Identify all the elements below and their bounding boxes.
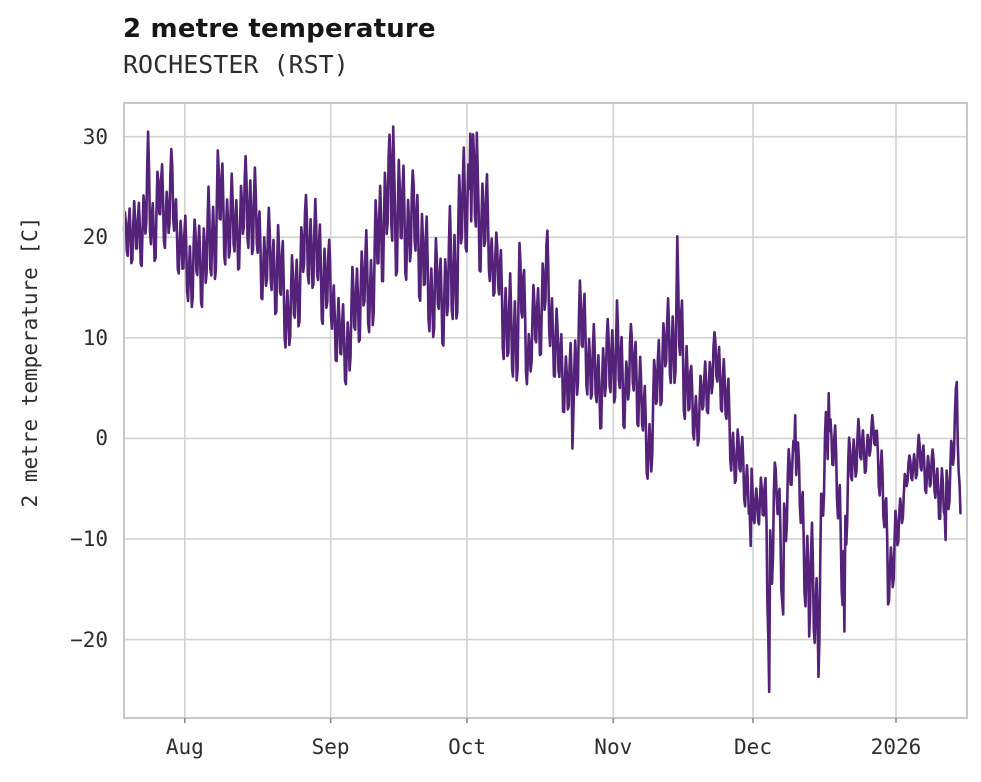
plot-border	[123, 102, 968, 719]
y-tick-label: 0	[95, 426, 108, 451]
temperature-line	[122, 125, 962, 694]
y-tick-label: 10	[82, 325, 108, 350]
x-tick-label: 2026	[870, 735, 922, 759]
y-tick-label: 30	[82, 124, 108, 149]
x-tick-label: Aug	[165, 735, 204, 759]
y-tick-label: −20	[70, 627, 108, 652]
y-tick-label: 20	[82, 225, 108, 250]
chart-title: 2 metre temperature	[123, 14, 436, 44]
x-tick-label: Dec	[734, 735, 772, 759]
x-tick-label: Oct	[448, 735, 487, 759]
chart-subtitle: ROCHESTER (RST)	[123, 50, 349, 79]
y-tick-label: −10	[70, 526, 108, 551]
x-tick-label: Nov	[594, 735, 633, 759]
x-tick-label: Sep	[311, 735, 350, 759]
